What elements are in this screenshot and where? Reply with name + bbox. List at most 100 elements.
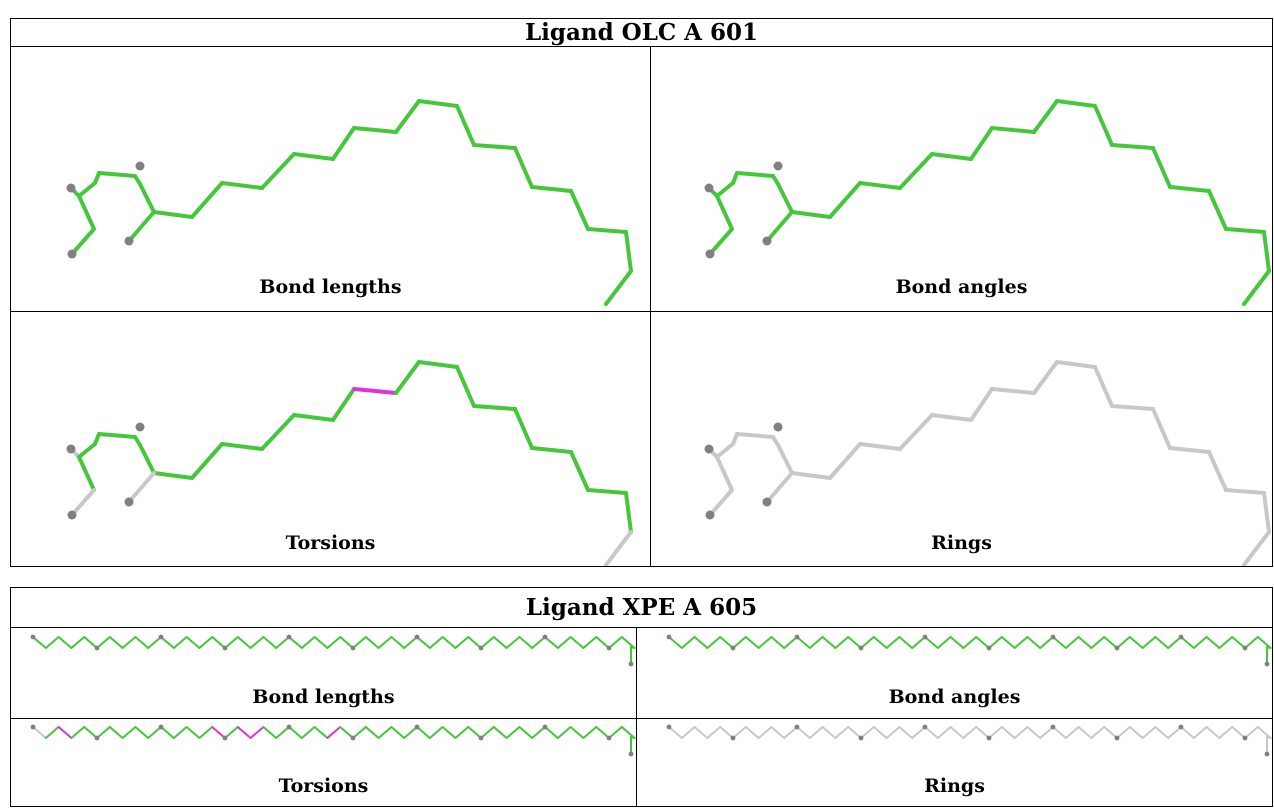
bond — [313, 636, 329, 649]
bond — [1032, 99, 1059, 134]
ligand-olc-table: Ligand OLC A 601 Bond lengths Bond angle… — [10, 18, 1273, 567]
bond — [1256, 636, 1272, 649]
atom — [478, 645, 484, 651]
bond — [198, 636, 214, 649]
bond — [936, 726, 952, 739]
bond — [185, 636, 201, 649]
bond — [620, 726, 636, 739]
bond — [1168, 185, 1211, 193]
olc-bond-angles-panel: Bond angles — [651, 48, 1272, 311]
bond — [97, 432, 137, 439]
bond — [454, 726, 470, 739]
row-divider — [11, 718, 1272, 719]
xpe-bond-lengths-panel: Bond lengths — [11, 629, 636, 718]
bond — [480, 636, 495, 649]
bond — [531, 726, 546, 739]
bond — [147, 636, 162, 649]
bond — [108, 636, 124, 649]
atom — [773, 161, 783, 171]
bond — [352, 636, 367, 649]
bond — [796, 726, 811, 739]
bond — [364, 636, 380, 649]
bond — [352, 387, 398, 395]
olc-bond-lengths-panel: Bond lengths — [11, 48, 650, 311]
atom — [1264, 661, 1270, 667]
bond — [236, 726, 252, 739]
bond — [624, 491, 633, 534]
bond — [455, 365, 476, 408]
bond — [1013, 636, 1029, 649]
bond — [313, 726, 329, 739]
bond — [582, 726, 598, 739]
bond — [898, 636, 914, 649]
bond — [757, 636, 773, 649]
bond — [1090, 726, 1106, 739]
atom — [67, 249, 77, 259]
bond — [147, 726, 162, 739]
bond — [1013, 726, 1029, 739]
panel-caption: Torsions — [278, 775, 369, 797]
bond — [1180, 726, 1195, 739]
bond — [556, 636, 572, 649]
bond — [821, 726, 837, 739]
bond — [1000, 636, 1016, 649]
bond — [719, 726, 734, 739]
atom — [30, 724, 36, 730]
bond — [1231, 726, 1246, 739]
bond — [732, 636, 747, 649]
bond — [783, 726, 798, 739]
atom — [222, 735, 228, 741]
bond — [757, 726, 773, 739]
bond — [1093, 104, 1114, 147]
bond — [127, 210, 156, 243]
bond — [1141, 636, 1157, 649]
bond — [403, 726, 418, 739]
bond — [790, 471, 832, 480]
xpe-bond-angles-structure — [666, 634, 1272, 667]
bond — [326, 726, 342, 739]
bond — [783, 636, 798, 649]
bond — [1151, 407, 1172, 450]
bond — [1168, 446, 1211, 454]
bond — [138, 182, 156, 214]
bond — [1244, 636, 1259, 649]
bond — [930, 413, 973, 422]
bond — [300, 726, 316, 739]
bond — [211, 726, 226, 739]
bond — [962, 636, 978, 649]
xpe-rings-structure — [666, 724, 1272, 757]
bond — [77, 442, 97, 459]
atom — [94, 645, 100, 651]
bond — [1207, 450, 1228, 492]
bond — [924, 726, 939, 739]
atom — [542, 724, 548, 730]
bond — [885, 726, 901, 739]
bond — [586, 227, 628, 234]
atom — [730, 735, 736, 741]
bond — [467, 726, 482, 739]
bond — [744, 726, 760, 739]
bond — [417, 360, 459, 369]
bond — [480, 726, 495, 739]
bond — [988, 726, 1003, 739]
bond — [262, 726, 278, 739]
bond — [821, 636, 837, 649]
atom — [762, 497, 772, 507]
bond — [595, 726, 610, 739]
bond — [1055, 99, 1097, 108]
bond — [1167, 726, 1182, 739]
bond — [249, 636, 265, 649]
bond — [990, 126, 1036, 134]
bond — [260, 152, 296, 190]
bond — [770, 636, 786, 649]
bond — [930, 152, 973, 161]
atom — [704, 183, 714, 193]
bond — [339, 636, 354, 649]
xpe-bond-lengths-structure — [30, 634, 636, 667]
bond — [292, 413, 335, 422]
bond — [275, 636, 290, 649]
bond — [969, 387, 994, 422]
bond — [544, 636, 559, 649]
atom — [773, 422, 783, 432]
bond — [198, 726, 214, 739]
